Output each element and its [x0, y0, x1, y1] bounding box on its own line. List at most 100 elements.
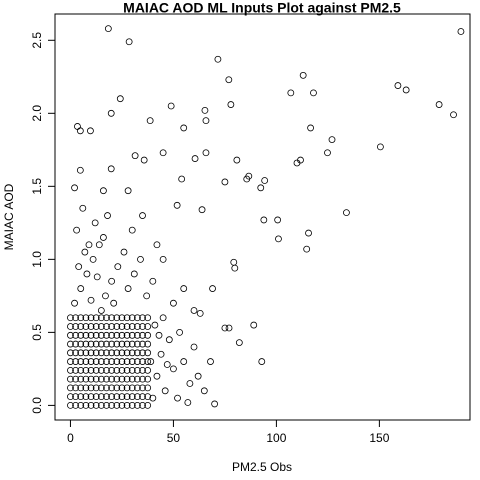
point	[139, 331, 146, 339]
point	[123, 401, 131, 409]
point	[450, 111, 457, 119]
y-tick-label: 1.0	[30, 251, 44, 268]
point	[435, 101, 443, 108]
point	[72, 358, 79, 365]
point	[118, 375, 126, 383]
point	[72, 401, 79, 409]
point	[108, 323, 116, 330]
point	[123, 349, 131, 357]
point	[97, 331, 105, 339]
point	[139, 314, 146, 322]
point	[97, 384, 105, 392]
point	[402, 86, 410, 94]
point	[144, 366, 152, 374]
point	[113, 314, 121, 322]
point	[103, 314, 110, 322]
point	[307, 124, 314, 132]
point	[128, 314, 136, 322]
point	[324, 149, 331, 157]
point	[123, 375, 131, 383]
point	[67, 340, 74, 348]
point	[139, 349, 146, 357]
point	[225, 76, 233, 84]
point	[133, 401, 141, 409]
point	[209, 285, 216, 292]
y-tick-label: 0.5	[30, 324, 44, 341]
point	[305, 229, 312, 237]
point	[108, 331, 116, 339]
point	[163, 361, 171, 368]
point	[144, 375, 152, 383]
point	[72, 323, 79, 330]
point	[82, 366, 90, 374]
point	[165, 336, 173, 344]
point	[87, 323, 95, 330]
point	[170, 299, 177, 307]
point	[155, 331, 163, 339]
point	[128, 384, 136, 392]
point	[128, 340, 136, 348]
point	[133, 349, 141, 357]
point	[82, 340, 90, 348]
point	[221, 324, 229, 332]
point	[139, 366, 146, 374]
y-tick-label: 2.0	[30, 105, 44, 122]
point	[114, 263, 122, 271]
point	[144, 358, 152, 365]
x-axis-label: PM2.5 Obs	[232, 460, 292, 474]
point	[108, 358, 116, 365]
point	[87, 401, 95, 409]
point	[133, 384, 141, 392]
point	[103, 323, 110, 330]
point	[87, 296, 95, 304]
point	[128, 401, 136, 409]
point	[139, 358, 146, 365]
point	[92, 401, 100, 409]
point	[128, 366, 136, 374]
point	[92, 393, 100, 401]
point	[394, 82, 402, 89]
point	[99, 234, 107, 241]
point	[87, 384, 95, 392]
point	[144, 314, 152, 322]
y-tick-label: 1.5	[30, 178, 44, 195]
point	[118, 393, 126, 401]
point	[118, 314, 126, 322]
point	[118, 384, 126, 392]
point	[118, 358, 126, 365]
point	[133, 393, 141, 401]
point	[147, 358, 155, 365]
point	[92, 366, 100, 374]
point	[198, 206, 206, 214]
point	[72, 331, 79, 339]
point	[202, 117, 210, 125]
point	[108, 277, 116, 285]
point	[103, 393, 110, 401]
point	[82, 401, 90, 409]
point	[137, 255, 144, 263]
point	[82, 375, 90, 383]
point	[92, 340, 100, 348]
point	[87, 393, 95, 401]
point	[103, 384, 110, 392]
point	[92, 314, 100, 322]
point	[81, 248, 89, 256]
point	[133, 366, 141, 374]
point	[200, 387, 208, 395]
point	[67, 314, 74, 322]
point	[113, 340, 121, 348]
point	[67, 349, 74, 357]
point	[211, 400, 219, 408]
point	[99, 187, 107, 195]
point	[71, 184, 78, 192]
point	[67, 323, 74, 330]
point	[72, 375, 79, 383]
point	[144, 384, 152, 392]
point	[118, 340, 126, 348]
point	[275, 235, 282, 243]
point	[202, 149, 210, 157]
point	[72, 349, 79, 357]
point	[103, 340, 110, 348]
point	[139, 212, 146, 219]
